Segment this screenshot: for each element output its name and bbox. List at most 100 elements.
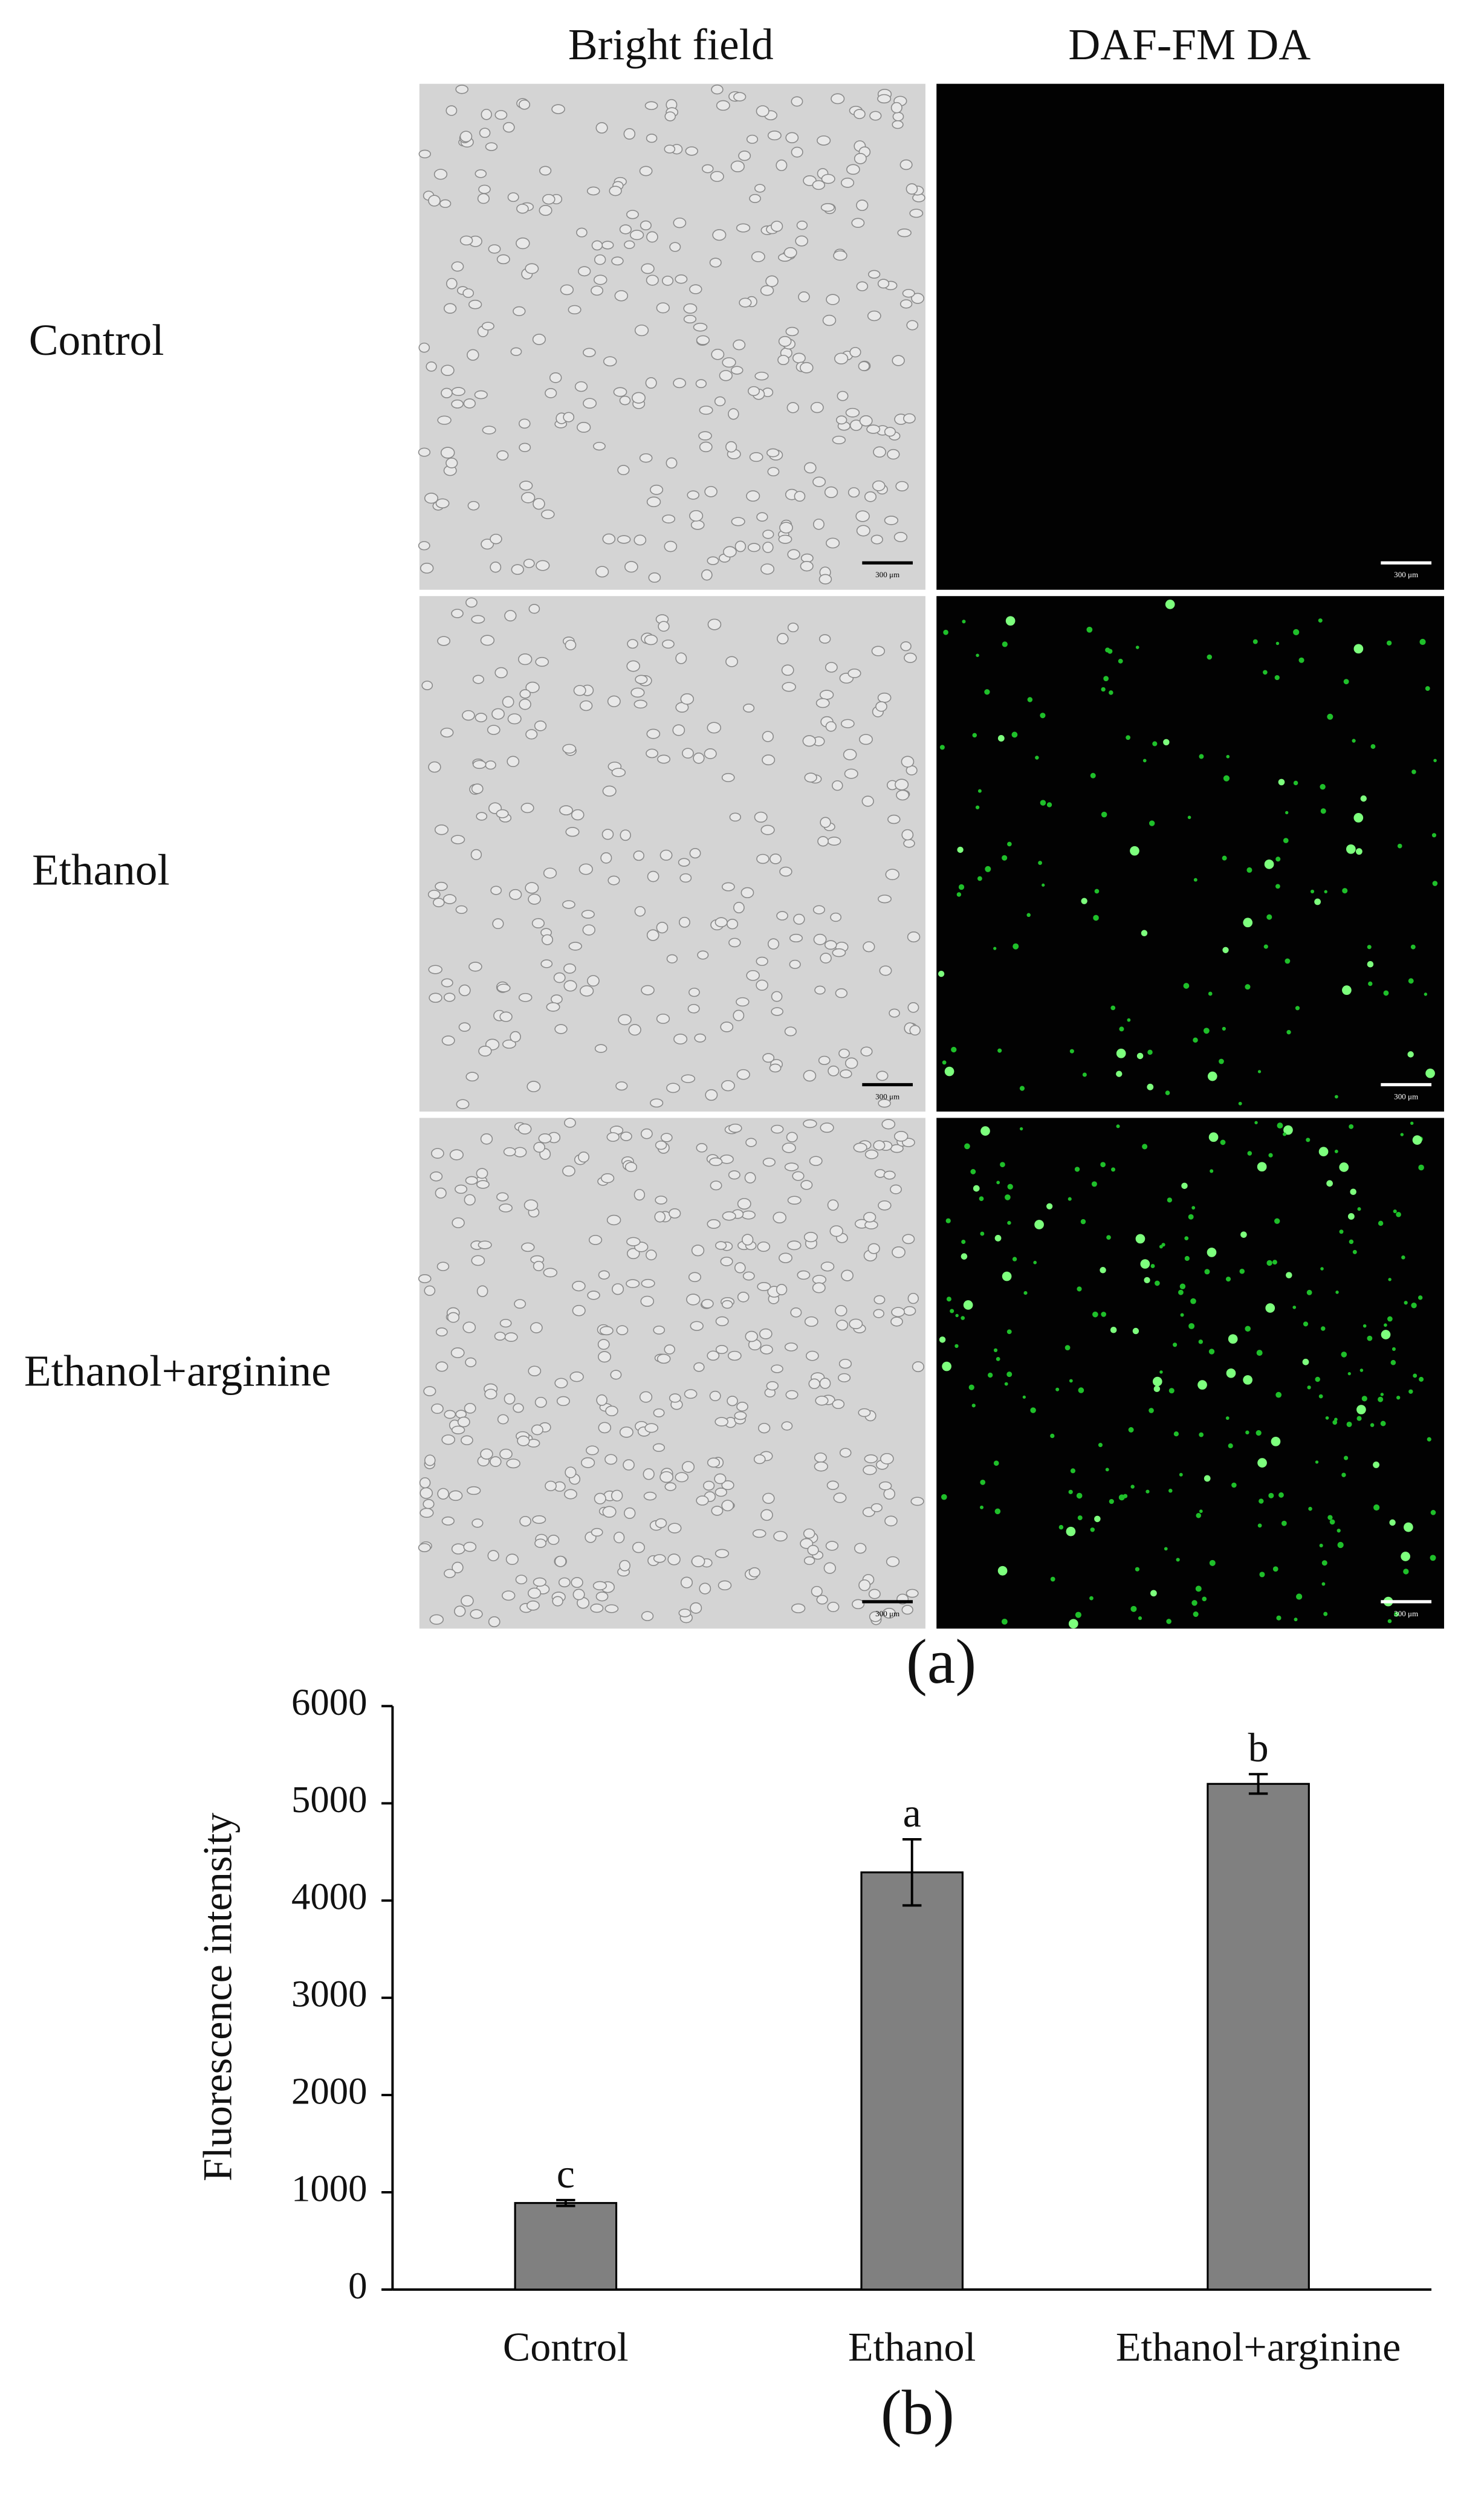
cell xyxy=(785,1390,799,1400)
cell xyxy=(776,911,788,921)
cell xyxy=(909,1025,921,1036)
fluorescent-spot xyxy=(1069,1379,1073,1383)
fluorescent-spot xyxy=(1064,1345,1071,1351)
fluorescent-spot xyxy=(1141,930,1148,936)
fluorescent-spot xyxy=(1264,860,1274,869)
cell xyxy=(641,263,655,274)
cell xyxy=(519,481,533,491)
cell xyxy=(858,361,870,371)
fluorescent-spot xyxy=(1116,1048,1126,1058)
cell xyxy=(897,228,912,238)
cell xyxy=(516,237,530,250)
fluorescent-spot xyxy=(1243,918,1253,928)
cell xyxy=(819,1378,831,1389)
cell xyxy=(603,356,617,367)
cell xyxy=(502,696,514,708)
fluorescent-spot xyxy=(1245,984,1251,990)
fluorescent-spot xyxy=(1367,945,1372,950)
cell xyxy=(554,1555,566,1567)
cell xyxy=(686,1294,701,1306)
cell xyxy=(901,829,914,841)
cell xyxy=(593,274,608,285)
fluorescent-spot xyxy=(1353,644,1364,654)
cell xyxy=(592,1581,607,1591)
cell xyxy=(467,500,480,511)
fluorescent-spot xyxy=(1094,1515,1101,1523)
fluorescent-spot xyxy=(939,745,945,750)
fluorescent-spot xyxy=(1150,1590,1157,1597)
error-bar xyxy=(902,1838,922,1907)
cell xyxy=(722,1211,736,1221)
cell xyxy=(712,229,727,241)
fluorescent-spot xyxy=(1077,1515,1083,1521)
cell xyxy=(606,1132,620,1142)
cell xyxy=(885,869,899,881)
fluorescent-spot xyxy=(1002,1271,1012,1281)
cell xyxy=(709,1390,721,1402)
cell xyxy=(492,918,504,930)
cell xyxy=(675,274,688,284)
fluorescent-spot xyxy=(1275,1391,1282,1398)
cell xyxy=(504,1393,516,1405)
cell xyxy=(623,128,636,140)
fluorescent-spot xyxy=(1390,1359,1396,1365)
fluorescent-spot xyxy=(1431,833,1437,838)
fluorescent-spot xyxy=(1188,1214,1194,1220)
fluorescent-spot xyxy=(1424,992,1428,996)
cell xyxy=(655,1140,667,1150)
cell xyxy=(626,210,639,219)
cell xyxy=(696,335,710,345)
fluorescent-spot xyxy=(1272,1566,1278,1572)
cell xyxy=(808,1378,820,1390)
cell xyxy=(779,522,793,534)
cell xyxy=(429,1614,444,1625)
image-background xyxy=(419,83,925,590)
cell xyxy=(840,177,855,188)
fluorescent-spot xyxy=(1128,1427,1134,1433)
fluorescent-spot xyxy=(1090,772,1096,779)
fluorescent-spot xyxy=(1077,1286,1082,1292)
fluorescent-spot xyxy=(1184,1236,1189,1241)
fluorescent-spot xyxy=(980,1126,990,1136)
cell xyxy=(728,1170,740,1180)
fluorescent-spot xyxy=(1323,1611,1328,1616)
fluorescent-spot xyxy=(1337,1541,1344,1549)
cell xyxy=(742,1234,754,1246)
fluorescent-spot xyxy=(1135,646,1139,649)
cell xyxy=(464,1194,476,1206)
y-tick-label: 0 xyxy=(348,2264,367,2307)
cell xyxy=(626,660,640,672)
row-label: Ethanol xyxy=(32,845,170,894)
cell xyxy=(465,1072,479,1082)
cell xyxy=(869,1611,882,1622)
fluorescent-spot xyxy=(951,1046,957,1053)
cell xyxy=(887,814,901,824)
fluorescent-spot xyxy=(1427,1437,1431,1442)
cell xyxy=(541,509,555,519)
cell xyxy=(617,465,630,476)
cell xyxy=(820,817,831,828)
fluorescent-spot xyxy=(1140,1259,1150,1269)
cell xyxy=(560,284,574,296)
cell xyxy=(756,956,768,967)
cell xyxy=(543,867,557,879)
cell xyxy=(870,1503,883,1512)
cell xyxy=(760,1344,773,1355)
cell xyxy=(669,1393,681,1403)
fluorescent-spot xyxy=(968,1384,974,1390)
cell xyxy=(699,406,713,415)
cell xyxy=(773,1530,788,1542)
cell xyxy=(656,302,670,314)
cell xyxy=(884,516,899,525)
fluorescent-spot xyxy=(1002,855,1008,861)
cell xyxy=(659,1471,673,1483)
fluorescent-spot xyxy=(1197,1380,1207,1390)
fluorescent-spot xyxy=(1184,1255,1190,1261)
fluorescent-spot xyxy=(1110,1326,1117,1333)
significance-letter: c xyxy=(557,2151,575,2197)
fluorescent-spot xyxy=(1356,1416,1362,1421)
fluorescent-spot xyxy=(1324,890,1327,893)
cell xyxy=(594,1044,608,1053)
cell xyxy=(626,1237,641,1246)
cell xyxy=(572,1304,586,1316)
